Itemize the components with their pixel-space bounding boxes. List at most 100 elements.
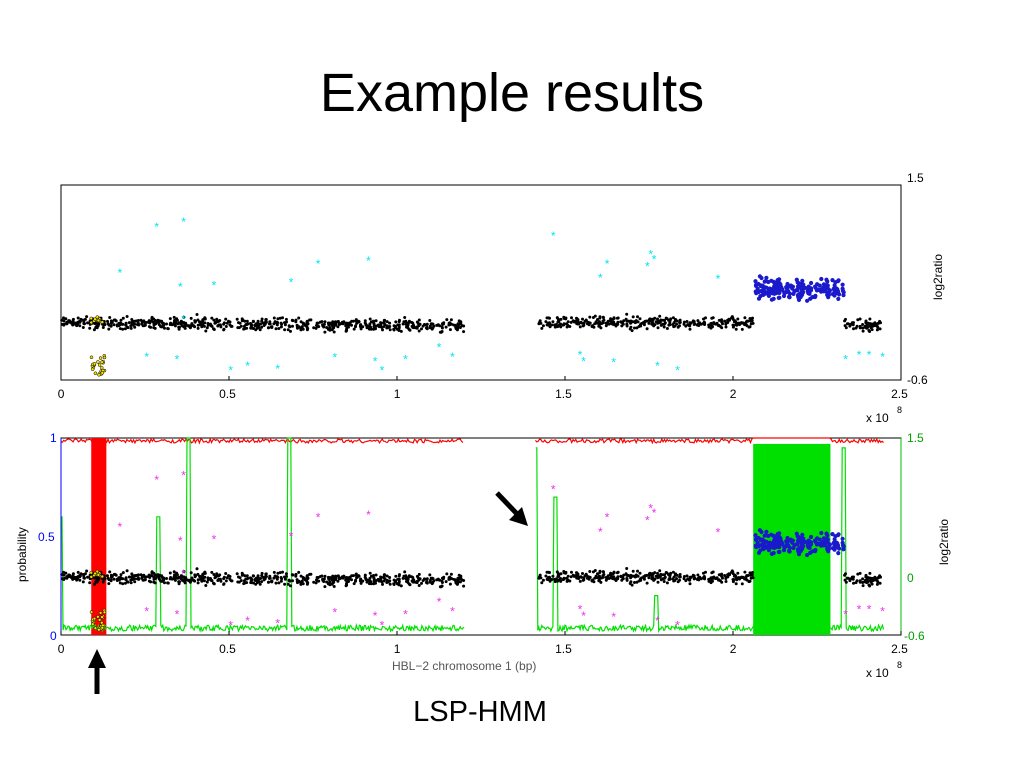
top-data-point	[578, 325, 582, 329]
bottom-data-point	[795, 547, 801, 552]
bottom-data-point	[267, 580, 270, 584]
top-data-point	[139, 318, 143, 322]
bottom-data-point	[545, 570, 549, 574]
top-data-point	[280, 322, 284, 326]
bottom-data-point	[76, 576, 80, 580]
top-data-point	[740, 327, 744, 331]
bottom-outlier-point: *	[551, 483, 556, 497]
top-data-point	[179, 322, 183, 326]
top-data-point	[795, 293, 801, 298]
bottom-data-point	[776, 539, 781, 544]
bottom-data-point	[685, 574, 689, 578]
top-data-point	[193, 319, 197, 323]
bottom-data-point	[540, 581, 544, 585]
top-data-point	[76, 322, 80, 326]
bottom-data-point	[178, 580, 181, 584]
top-data-point	[336, 325, 340, 329]
bottom-data-point	[743, 570, 747, 574]
top-data-point	[102, 355, 107, 360]
top-data-point	[284, 317, 288, 321]
top-data-point	[856, 318, 860, 322]
top-data-point	[731, 316, 735, 320]
bottom-data-point	[557, 574, 561, 578]
bottom-data-point	[254, 576, 258, 580]
bottom-data-point	[538, 575, 541, 579]
bottom-data-point	[382, 579, 386, 583]
top-data-point	[291, 319, 294, 322]
top-data-point	[309, 318, 313, 322]
top-data-point	[160, 319, 164, 323]
bottom-data-point	[668, 577, 672, 581]
top-data-point	[182, 315, 186, 319]
top-x-tick-label: 0	[58, 387, 65, 401]
top-data-point	[276, 317, 280, 321]
bottom-x-ticks: 0 0.5 1 1.5 2 2.5	[58, 631, 908, 656]
bottom-data-point	[62, 573, 66, 577]
bottom-data-point	[275, 575, 279, 579]
bottom-data-point	[587, 575, 590, 579]
bottom-data-point	[127, 575, 131, 579]
top-outlier-point: *	[645, 260, 650, 274]
bottom-data-point	[444, 580, 448, 584]
top-data-point	[289, 329, 292, 333]
bottom-data-point	[553, 580, 557, 584]
top-data-point	[771, 296, 776, 301]
bottom-data-point	[720, 574, 724, 578]
top-outlier-point: *	[716, 272, 721, 286]
bottom-data-point	[222, 582, 226, 586]
bottom-data-point	[858, 571, 862, 575]
top-data-point	[566, 323, 570, 327]
bottom-data-point	[879, 575, 882, 579]
bottom-data-point	[661, 577, 665, 581]
bottom-data-point	[291, 579, 294, 583]
bottom-data-point	[379, 575, 383, 579]
bottom-data-point	[645, 581, 649, 585]
top-data-point	[67, 320, 71, 324]
top-data-point	[306, 322, 310, 326]
bottom-right-tick-min: -0.6	[904, 629, 925, 643]
bottom-outlier-point: *	[181, 567, 186, 581]
bottom-data-point	[341, 576, 345, 580]
top-outlier-point: *	[437, 341, 442, 355]
top-data-point	[251, 319, 255, 323]
top-data-point	[625, 322, 629, 326]
top-data-point	[591, 316, 595, 319]
bottom-data-point	[118, 581, 122, 585]
bottom-data-point	[206, 578, 210, 582]
top-data-point	[95, 315, 100, 319]
bottom-data-point	[201, 573, 205, 577]
top-x-multiplier-base: x 10	[866, 411, 889, 425]
top-data-point	[835, 287, 840, 292]
top-chart: * *** * ** ********* ** * ** ***** ** * * ** * * ** 0 0.…	[58, 171, 945, 425]
top-outlier-point: *	[551, 229, 556, 243]
bottom-data-point	[283, 575, 286, 579]
bottom-data-point	[591, 570, 595, 574]
bottom-data-point	[369, 582, 373, 586]
bottom-data-point	[728, 573, 731, 577]
bottom-data-point	[604, 578, 608, 582]
bottom-outlier-point: *	[605, 511, 610, 525]
bottom-data-point	[204, 584, 208, 587]
bottom-data-point	[749, 573, 753, 577]
top-data-point	[836, 296, 841, 301]
top-data-point	[844, 317, 847, 321]
top-data-point	[215, 317, 219, 321]
top-data-point	[417, 324, 421, 328]
top-data-point	[717, 318, 721, 322]
bottom-data-point	[388, 579, 392, 583]
bottom-data-point	[289, 584, 292, 588]
bottom-data-point	[672, 575, 676, 579]
bottom-outlier-point: *	[289, 530, 294, 544]
top-data-point	[457, 319, 461, 323]
top-data-point	[447, 323, 451, 327]
bottom-data-point	[868, 584, 872, 588]
bottom-data-point	[764, 529, 769, 534]
top-data-point	[551, 320, 555, 324]
bottom-data-point	[163, 581, 166, 585]
top-data-point	[452, 323, 456, 327]
top-x-tick-label: 1	[394, 387, 401, 401]
bottom-data-point	[440, 579, 444, 583]
top-data-point	[864, 319, 868, 323]
bottom-data-point	[320, 574, 324, 578]
top-x-multiplier-exp: 8	[897, 405, 902, 415]
